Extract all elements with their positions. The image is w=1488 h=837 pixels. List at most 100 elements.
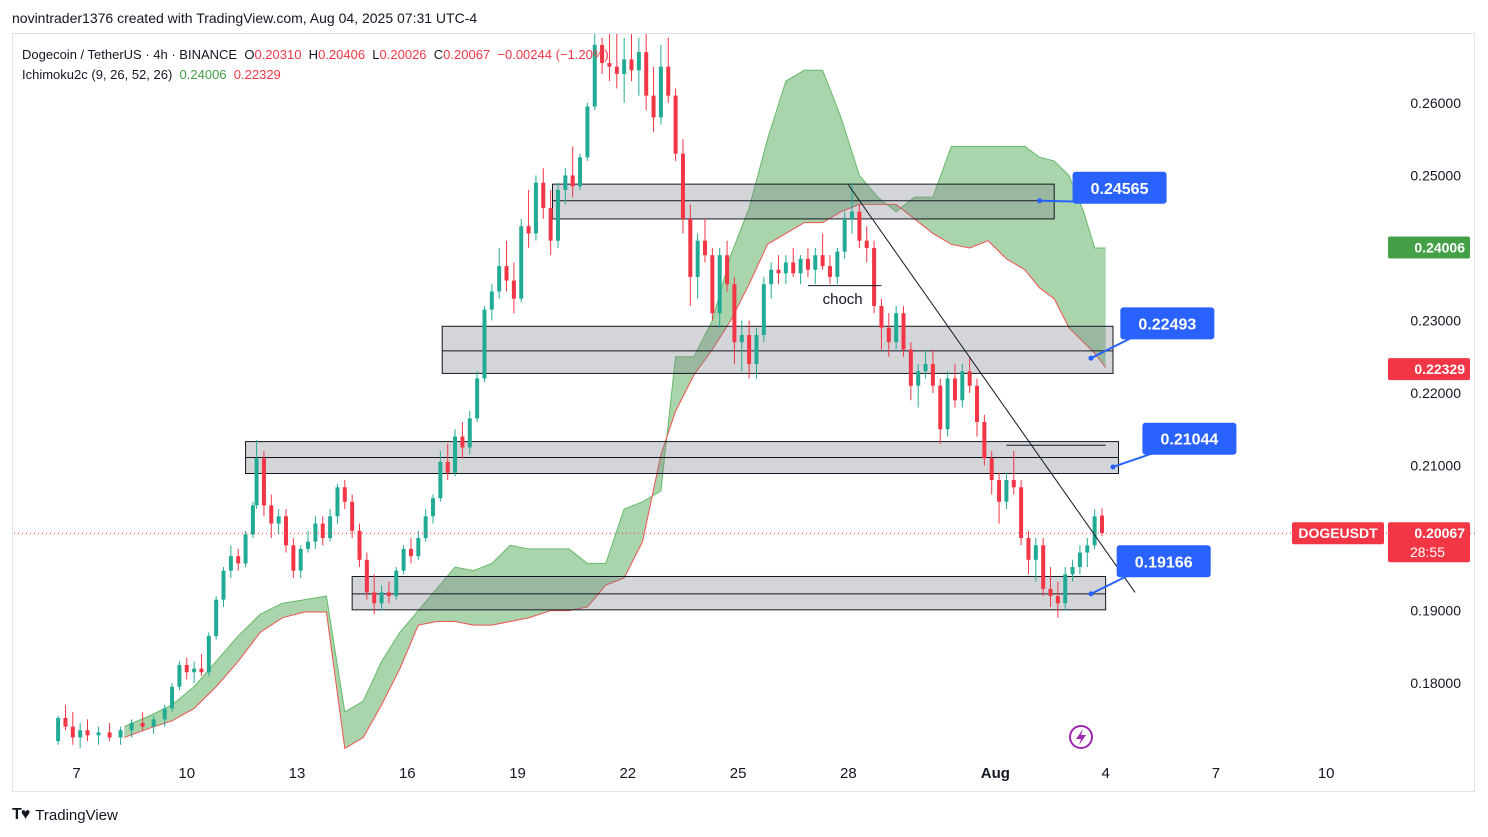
- candle-body-117: [938, 385, 943, 430]
- footer-brand[interactable]: T♥ TradingView: [12, 806, 118, 824]
- x-tick-label-8: Aug: [981, 765, 1010, 782]
- x-tick-label-5: 22: [619, 765, 636, 782]
- candle-body-61: [526, 226, 531, 234]
- candle-body-7: [118, 730, 123, 738]
- candle-body-53: [467, 418, 472, 448]
- price-badge-last: [1388, 522, 1470, 563]
- candle-body-119: [952, 378, 957, 401]
- candle-body-56: [489, 291, 494, 310]
- candle-body-91: [747, 334, 752, 364]
- symbol-label[interactable]: Dogecoin / TetherUS · 4h · BINANCE: [22, 47, 238, 62]
- candle-body-54: [475, 378, 480, 419]
- callout-anchor-3: [1088, 591, 1094, 597]
- candle-body-22: [243, 534, 248, 564]
- chart-legend: Dogecoin / TetherUS · 4h · BINANCE O0.20…: [22, 45, 609, 85]
- candle-body-12: [170, 686, 175, 709]
- zone-box-0: [551, 183, 1055, 220]
- candle-body-32: [313, 523, 318, 542]
- y-tick-label-3: 0.22000: [1410, 385, 1461, 401]
- x-tick-label-1: 10: [178, 765, 195, 782]
- candle-body-98: [798, 258, 803, 274]
- x-tick-label-9: 4: [1101, 765, 1109, 782]
- candle-body-78: [651, 95, 656, 118]
- price-badge-ichimoku-a: [1388, 236, 1470, 259]
- candle-body-42: [386, 592, 391, 597]
- x-tick-label-6: 25: [730, 765, 747, 782]
- y-tick-label-5: 0.19000: [1410, 603, 1461, 619]
- candle-body-23: [250, 505, 255, 535]
- candle-body-108: [872, 247, 877, 306]
- y-tick-label-1: 0.25000: [1410, 167, 1461, 183]
- ichimoku-b-value: 0.22329: [233, 67, 281, 82]
- candle-body-58: [504, 266, 509, 281]
- candle-body-43: [394, 570, 399, 597]
- candle-body-1: [63, 717, 68, 727]
- candle-body-21: [236, 556, 241, 564]
- x-tick-label-2: 13: [289, 765, 306, 782]
- open-value: 0.20310: [254, 47, 302, 62]
- candle-body-138: [1092, 516, 1097, 546]
- candle-body-92: [754, 334, 759, 364]
- candle-body-96: [783, 262, 788, 274]
- high-value: 0.20406: [318, 47, 366, 62]
- candle-body-13: [177, 664, 182, 687]
- candle-body-75: [629, 59, 634, 71]
- countdown-label: 28:55: [1410, 544, 1445, 560]
- candle-body-36: [342, 487, 347, 502]
- candle-body-113: [908, 349, 913, 386]
- candle-body-76: [636, 52, 641, 71]
- callout-pointer-3: [1090, 574, 1130, 595]
- candle-body-64: [548, 208, 553, 241]
- candle-body-19: [221, 570, 226, 600]
- candle-body-94: [769, 269, 774, 285]
- candle-body-10: [151, 719, 156, 727]
- candle-body-14: [184, 664, 189, 673]
- y-tick-label-4: 0.21000: [1410, 458, 1461, 474]
- candle-body-89: [732, 284, 737, 343]
- candle-body-110: [886, 327, 891, 343]
- candle-body-9: [140, 722, 145, 727]
- legend-ohlc-row: Dogecoin / TetherUS · 4h · BINANCE O0.20…: [22, 45, 609, 65]
- candle-body-46: [416, 538, 421, 557]
- candle-body-124: [989, 458, 994, 481]
- candle-body-106: [857, 211, 862, 241]
- candle-body-93: [761, 284, 766, 335]
- candle-body-135: [1070, 567, 1075, 575]
- x-tick-label-0: 7: [72, 765, 80, 782]
- candle-body-48: [431, 498, 436, 517]
- candle-body-65: [555, 189, 560, 241]
- candle-body-137: [1085, 545, 1090, 553]
- callout-anchor-1: [1088, 355, 1094, 361]
- candle-body-131: [1041, 545, 1046, 589]
- high-label: H: [308, 47, 319, 62]
- candle-body-2: [70, 726, 75, 738]
- candle-body-107: [864, 240, 869, 248]
- candle-body-17: [206, 635, 211, 673]
- candle-body-62: [533, 182, 538, 234]
- close-label: C: [433, 47, 444, 62]
- price-badge-label-ichimoku-b: 0.22329: [1414, 361, 1465, 377]
- indicator-label[interactable]: Ichimoku2c (9, 26, 52, 26): [22, 67, 173, 82]
- callout-anchor-0: [1036, 198, 1042, 204]
- candle-body-109: [879, 305, 884, 328]
- candle-body-68: [578, 157, 583, 187]
- candle-body-97: [791, 262, 796, 274]
- candle-body-15: [192, 668, 197, 673]
- candle-body-44: [401, 548, 406, 571]
- candle-body-27: [276, 516, 281, 524]
- candle-body-128: [1019, 487, 1024, 539]
- price-badge-ichimoku-b: [1388, 358, 1470, 381]
- annotation-0: choch: [823, 291, 863, 308]
- candle-body-82: [680, 153, 685, 219]
- callout-label-0: 0.24565: [1091, 181, 1149, 198]
- candle-body-95: [776, 269, 781, 274]
- ichimoku-span-b: [124, 203, 1107, 750]
- candle-body-66: [563, 175, 568, 190]
- candle-body-50: [445, 461, 450, 473]
- ichimoku-cloud: [124, 70, 1106, 749]
- candle-body-112: [901, 313, 906, 350]
- candle-body-115: [923, 363, 928, 372]
- candle-body-83: [688, 218, 693, 277]
- candle-body-63: [541, 182, 546, 209]
